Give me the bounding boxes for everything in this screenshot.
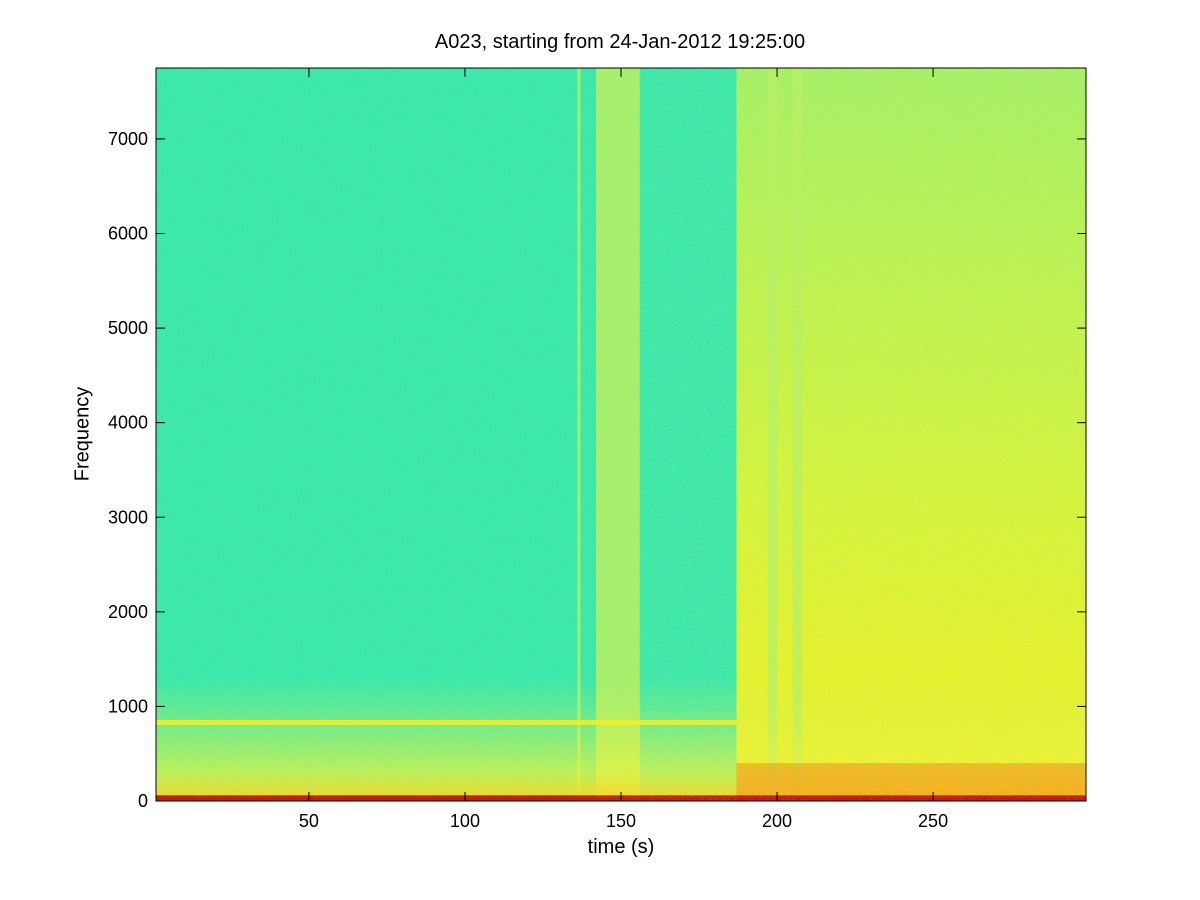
x-tick-label: 50 bbox=[299, 811, 319, 831]
x-tick-label: 150 bbox=[606, 811, 636, 831]
y-tick-label: 3000 bbox=[108, 507, 148, 527]
x-axis-label: time (s) bbox=[587, 836, 655, 858]
chart-title: A023, starting from 24-Jan-2012 19:25:00 bbox=[434, 31, 806, 53]
x-tick-label: 250 bbox=[918, 811, 948, 831]
y-tick-label: 1000 bbox=[108, 696, 148, 716]
x-tick-label: 200 bbox=[762, 811, 792, 831]
y-tick-label: 6000 bbox=[108, 224, 148, 244]
y-tick-label: 5000 bbox=[108, 318, 148, 338]
axis-ticks: 50 100 150 200 250 0 1000 2000 3000 4000 5000 6000 7… bbox=[108, 68, 1086, 831]
y-tick-label: 2000 bbox=[108, 602, 148, 622]
x-tick-label: 100 bbox=[450, 811, 480, 831]
y-tick-label: 0 bbox=[138, 791, 148, 811]
y-tick-label: 4000 bbox=[108, 413, 148, 433]
y-tick-label: 7000 bbox=[108, 129, 148, 149]
warm-speckle bbox=[596, 68, 1086, 801]
heatmap-layer bbox=[156, 68, 1086, 801]
